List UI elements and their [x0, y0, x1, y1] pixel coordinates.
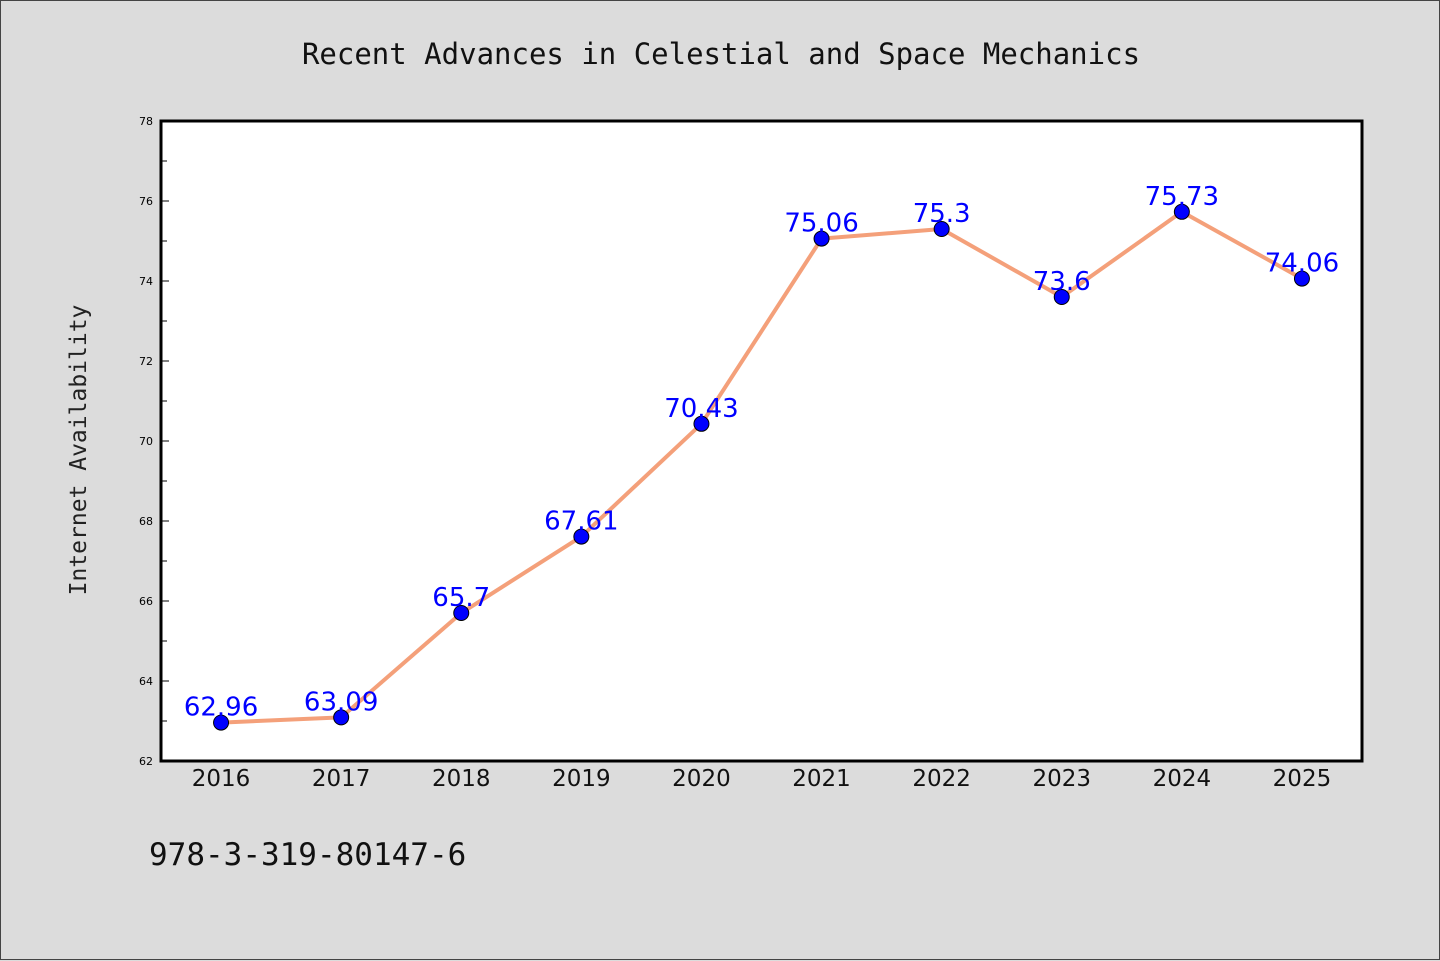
data-label: 65.7: [432, 583, 490, 613]
y-tick-label: 62: [139, 755, 153, 768]
y-tick-label: 78: [139, 115, 153, 128]
y-tick-label: 76: [139, 195, 153, 208]
chart-title: Recent Advances in Celestial and Space M…: [302, 37, 1140, 71]
x-tick-label: 2024: [1153, 766, 1212, 792]
data-point: [213, 714, 230, 731]
data-label: 62.96: [184, 693, 258, 723]
data-point: [693, 415, 710, 432]
x-axis: 2016 2017 2018 2019 2020 2021 2022 2023 2024 2025: [192, 766, 1331, 792]
y-axis: 62 64 66 68 70 72 74 76 78: [139, 115, 169, 768]
data-label: 73.6: [1033, 267, 1091, 297]
y-axis-label: Internet Availability: [66, 305, 92, 596]
y-tick-label: 66: [139, 595, 153, 608]
y-tick-label: 68: [139, 515, 153, 528]
data-point: [1053, 289, 1070, 305]
x-tick-label: 2016: [192, 766, 251, 792]
y-tick-label: 64: [139, 675, 153, 688]
y-tick-label: 74: [139, 275, 153, 288]
data-point: [573, 528, 590, 545]
data-point: [933, 221, 950, 237]
data-label: 75.06: [784, 209, 858, 239]
data-label: 74.06: [1265, 249, 1339, 279]
y-tick-label: 72: [139, 355, 153, 368]
data-label: 70.43: [664, 394, 738, 424]
x-tick-label: 2023: [1032, 766, 1091, 792]
data-point: [453, 605, 470, 621]
data-label: 67.61: [544, 507, 618, 537]
data-point: [1173, 203, 1190, 220]
footer-isbn: 978-3-319-80147-6: [149, 837, 466, 873]
data-point: [813, 230, 830, 247]
x-tick-label: 2018: [432, 766, 491, 792]
x-tick-label: 2017: [312, 766, 371, 792]
data-label: 63.09: [304, 687, 378, 717]
series-line: [219, 209, 1304, 725]
x-tick-label: 2021: [792, 766, 851, 792]
plot-frame: [159, 119, 1364, 763]
x-tick-label: 2022: [912, 766, 971, 792]
x-tick-label: 2025: [1273, 766, 1332, 792]
data-label: 75.73: [1145, 182, 1219, 212]
x-tick-label: 2020: [672, 766, 731, 792]
y-tick-label: 70: [139, 435, 153, 448]
data-point: [1293, 270, 1310, 287]
x-tick-label: 2019: [552, 766, 611, 792]
data-point: [333, 709, 350, 726]
series-layer: 62.96 63.09 65.7 67.61 70.43 75.06 75.3 73.6 75.…: [184, 182, 1339, 731]
data-label: 75.3: [913, 199, 971, 229]
